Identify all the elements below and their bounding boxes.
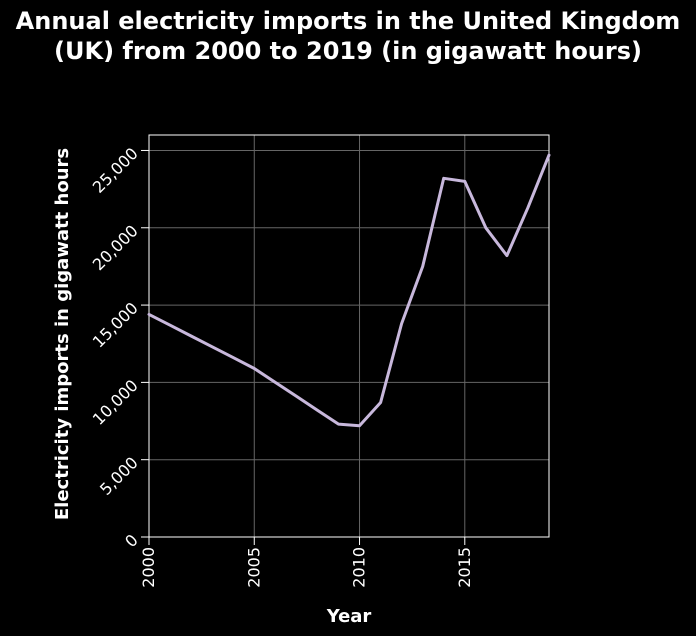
y-tick-label: 10,000 (89, 376, 142, 429)
x-tick-label: 2010 (350, 547, 369, 588)
y-axis-label: Electricity imports in gigawatt hours (52, 148, 73, 520)
y-tick-label: 5,000 (96, 453, 142, 499)
plot-area-frame (148, 134, 550, 538)
series-layer (147, 153, 551, 428)
y-tick-label: 25,000 (89, 144, 142, 197)
x-tick-label: 2000 (139, 547, 158, 588)
x-axis-ticks: 2000 2005 2010 2015 (139, 537, 474, 588)
series-line (147, 153, 551, 428)
y-tick-label: 20,000 (89, 221, 142, 274)
y-tick-label: 15,000 (89, 298, 142, 351)
x-tick-label: 2005 (244, 547, 263, 588)
chart-title: Annual electricity imports in the United… (15, 7, 681, 65)
grid-lines (148, 135, 549, 538)
x-tick-label: 2015 (455, 547, 474, 588)
x-axis-label: Year (326, 606, 372, 627)
